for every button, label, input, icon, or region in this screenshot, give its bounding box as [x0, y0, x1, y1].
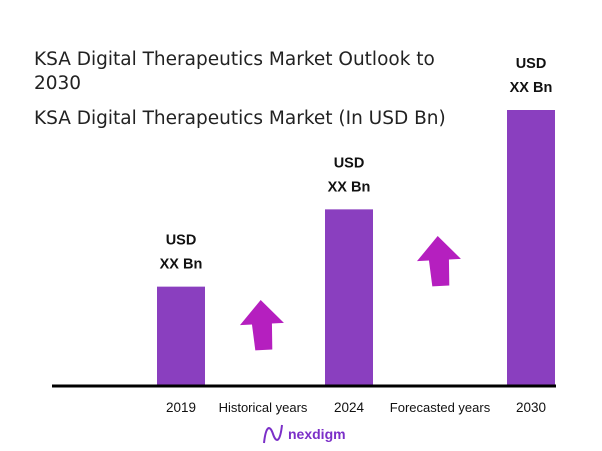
up-arrow-icon [416, 236, 461, 287]
chart-subtitle: KSA Digital Therapeutics Market (In USD … [34, 108, 446, 129]
x-tick-label: 2024 [334, 400, 365, 415]
period-label: Historical years [219, 400, 308, 415]
data-label: XX Bn [160, 257, 203, 273]
logo-text: nexdigm [288, 426, 346, 442]
chart-title: KSA Digital Therapeutics Market Outlook … [34, 49, 435, 94]
up-arrow-icon [239, 300, 284, 351]
data-label: USD [516, 56, 547, 72]
data-label: USD [334, 155, 365, 171]
logo-wave-icon [263, 424, 283, 444]
x-tick-label: 2030 [516, 400, 546, 415]
period-label: Forecasted years [390, 400, 491, 415]
bar-2030 [507, 110, 555, 386]
data-label: USD [166, 233, 197, 249]
data-label: XX Bn [328, 179, 371, 195]
bar-2019 [157, 286, 205, 386]
nexdigm-logo: nexdigm [262, 423, 346, 445]
x-tick-label: 2019 [166, 400, 196, 415]
data-label: XX Bn [510, 80, 553, 96]
bar-2024 [325, 209, 373, 386]
